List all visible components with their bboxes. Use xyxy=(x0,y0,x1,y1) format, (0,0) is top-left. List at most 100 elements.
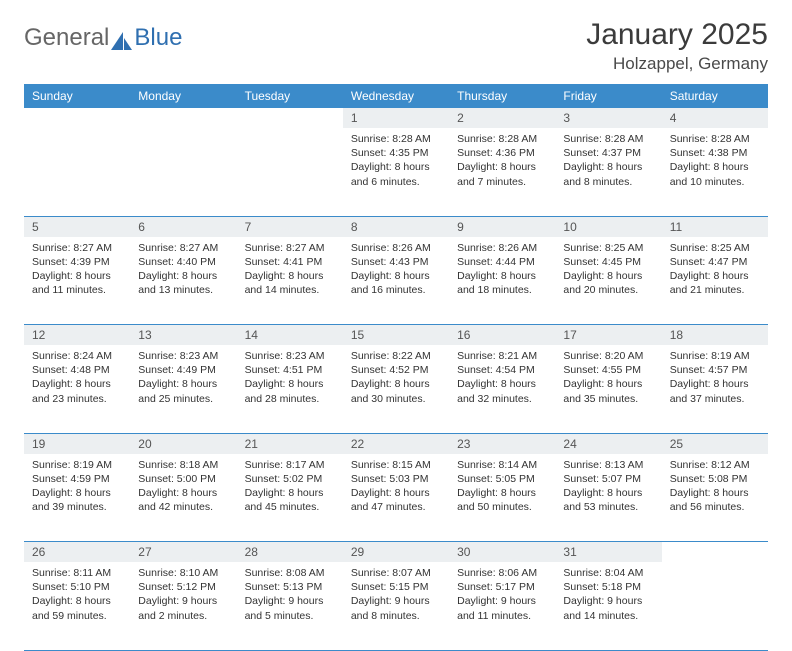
day-number: 10 xyxy=(555,217,661,237)
day-number: 26 xyxy=(24,542,130,562)
sunset-line: Sunset: 5:00 PM xyxy=(138,472,228,486)
day-header: Monday xyxy=(130,84,236,108)
daylight-line: Daylight: 8 hours and 45 minutes. xyxy=(245,486,335,514)
sunset-line: Sunset: 4:41 PM xyxy=(245,255,335,269)
sunrise-line: Sunrise: 8:10 AM xyxy=(138,566,228,580)
day-number-cell: 17 xyxy=(555,325,661,346)
day-number-cell: 12 xyxy=(24,325,130,346)
daylight-line: Daylight: 9 hours and 5 minutes. xyxy=(245,594,335,622)
day-number-cell: 24 xyxy=(555,433,661,454)
day-cell: Sunrise: 8:22 AMSunset: 4:52 PMDaylight:… xyxy=(343,345,449,433)
daylight-line: Daylight: 8 hours and 16 minutes. xyxy=(351,269,441,297)
day-number-cell: 30 xyxy=(449,542,555,563)
sunrise-line: Sunrise: 8:28 AM xyxy=(563,132,653,146)
day-cell: Sunrise: 8:23 AMSunset: 4:49 PMDaylight:… xyxy=(130,345,236,433)
day-cell: Sunrise: 8:28 AMSunset: 4:37 PMDaylight:… xyxy=(555,128,661,216)
day-number-cell: 20 xyxy=(130,433,236,454)
page-title: January 2025 xyxy=(586,18,768,52)
day-cell: Sunrise: 8:10 AMSunset: 5:12 PMDaylight:… xyxy=(130,562,236,650)
sunrise-line: Sunrise: 8:23 AM xyxy=(245,349,335,363)
logo-sail-icon xyxy=(111,29,133,47)
day-details: Sunrise: 8:04 AMSunset: 5:18 PMDaylight:… xyxy=(555,562,661,629)
day-header: Thursday xyxy=(449,84,555,108)
day-cell: Sunrise: 8:08 AMSunset: 5:13 PMDaylight:… xyxy=(237,562,343,650)
day-details: Sunrise: 8:22 AMSunset: 4:52 PMDaylight:… xyxy=(343,345,449,412)
sunrise-line: Sunrise: 8:18 AM xyxy=(138,458,228,472)
day-cell: Sunrise: 8:07 AMSunset: 5:15 PMDaylight:… xyxy=(343,562,449,650)
day-number: 28 xyxy=(237,542,343,562)
day-number xyxy=(24,108,130,128)
day-number-cell: 19 xyxy=(24,433,130,454)
daylight-line: Daylight: 8 hours and 56 minutes. xyxy=(670,486,760,514)
day-number: 9 xyxy=(449,217,555,237)
day-cell xyxy=(662,562,768,650)
day-cell: Sunrise: 8:19 AMSunset: 4:59 PMDaylight:… xyxy=(24,454,130,542)
day-details: Sunrise: 8:25 AMSunset: 4:45 PMDaylight:… xyxy=(555,237,661,304)
day-cell: Sunrise: 8:14 AMSunset: 5:05 PMDaylight:… xyxy=(449,454,555,542)
week-row: Sunrise: 8:19 AMSunset: 4:59 PMDaylight:… xyxy=(24,454,768,542)
day-cell: Sunrise: 8:21 AMSunset: 4:54 PMDaylight:… xyxy=(449,345,555,433)
day-number: 25 xyxy=(662,434,768,454)
daylight-line: Daylight: 8 hours and 20 minutes. xyxy=(563,269,653,297)
sunrise-line: Sunrise: 8:19 AM xyxy=(670,349,760,363)
daylight-line: Daylight: 8 hours and 32 minutes. xyxy=(457,377,547,405)
daylight-line: Daylight: 8 hours and 37 minutes. xyxy=(670,377,760,405)
week-daynum-row: 1234 xyxy=(24,108,768,128)
day-cell: Sunrise: 8:28 AMSunset: 4:35 PMDaylight:… xyxy=(343,128,449,216)
sunset-line: Sunset: 4:45 PM xyxy=(563,255,653,269)
day-cell: Sunrise: 8:23 AMSunset: 4:51 PMDaylight:… xyxy=(237,345,343,433)
day-number: 31 xyxy=(555,542,661,562)
day-cell: Sunrise: 8:25 AMSunset: 4:45 PMDaylight:… xyxy=(555,237,661,325)
sunset-line: Sunset: 4:36 PM xyxy=(457,146,547,160)
day-number: 20 xyxy=(130,434,236,454)
day-number: 27 xyxy=(130,542,236,562)
daylight-line: Daylight: 8 hours and 39 minutes. xyxy=(32,486,122,514)
sunset-line: Sunset: 4:40 PM xyxy=(138,255,228,269)
sunset-line: Sunset: 4:54 PM xyxy=(457,363,547,377)
day-number: 14 xyxy=(237,325,343,345)
day-number-cell: 16 xyxy=(449,325,555,346)
day-header: Tuesday xyxy=(237,84,343,108)
day-header: Saturday xyxy=(662,84,768,108)
logo-text-blue: Blue xyxy=(134,24,182,52)
daylight-line: Daylight: 8 hours and 53 minutes. xyxy=(563,486,653,514)
calendar-body: 1234Sunrise: 8:28 AMSunset: 4:35 PMDayli… xyxy=(24,108,768,650)
logo-text-general: General xyxy=(24,24,109,52)
sunset-line: Sunset: 5:08 PM xyxy=(670,472,760,486)
sunset-line: Sunset: 4:55 PM xyxy=(563,363,653,377)
day-number: 24 xyxy=(555,434,661,454)
day-details: Sunrise: 8:27 AMSunset: 4:40 PMDaylight:… xyxy=(130,237,236,304)
day-cell: Sunrise: 8:28 AMSunset: 4:38 PMDaylight:… xyxy=(662,128,768,216)
day-number: 17 xyxy=(555,325,661,345)
day-details: Sunrise: 8:28 AMSunset: 4:37 PMDaylight:… xyxy=(555,128,661,195)
sunrise-line: Sunrise: 8:27 AM xyxy=(32,241,122,255)
day-details: Sunrise: 8:11 AMSunset: 5:10 PMDaylight:… xyxy=(24,562,130,629)
day-details: Sunrise: 8:25 AMSunset: 4:47 PMDaylight:… xyxy=(662,237,768,304)
day-number-cell: 31 xyxy=(555,542,661,563)
day-number-cell: 23 xyxy=(449,433,555,454)
sunset-line: Sunset: 5:18 PM xyxy=(563,580,653,594)
daylight-line: Daylight: 8 hours and 18 minutes. xyxy=(457,269,547,297)
day-cell: Sunrise: 8:28 AMSunset: 4:36 PMDaylight:… xyxy=(449,128,555,216)
day-details: Sunrise: 8:15 AMSunset: 5:03 PMDaylight:… xyxy=(343,454,449,521)
day-number: 2 xyxy=(449,108,555,128)
sunrise-line: Sunrise: 8:26 AM xyxy=(351,241,441,255)
day-cell: Sunrise: 8:26 AMSunset: 4:43 PMDaylight:… xyxy=(343,237,449,325)
day-number-cell: 3 xyxy=(555,108,661,128)
daylight-line: Daylight: 8 hours and 35 minutes. xyxy=(563,377,653,405)
day-details: Sunrise: 8:26 AMSunset: 4:43 PMDaylight:… xyxy=(343,237,449,304)
sunrise-line: Sunrise: 8:11 AM xyxy=(32,566,122,580)
day-cell: Sunrise: 8:24 AMSunset: 4:48 PMDaylight:… xyxy=(24,345,130,433)
day-cell: Sunrise: 8:25 AMSunset: 4:47 PMDaylight:… xyxy=(662,237,768,325)
day-number: 30 xyxy=(449,542,555,562)
sunrise-line: Sunrise: 8:20 AM xyxy=(563,349,653,363)
day-details: Sunrise: 8:20 AMSunset: 4:55 PMDaylight:… xyxy=(555,345,661,412)
sunset-line: Sunset: 5:17 PM xyxy=(457,580,547,594)
daylight-line: Daylight: 8 hours and 30 minutes. xyxy=(351,377,441,405)
day-number-cell: 27 xyxy=(130,542,236,563)
day-number: 15 xyxy=(343,325,449,345)
sunset-line: Sunset: 5:10 PM xyxy=(32,580,122,594)
day-details: Sunrise: 8:26 AMSunset: 4:44 PMDaylight:… xyxy=(449,237,555,304)
day-number: 18 xyxy=(662,325,768,345)
day-details: Sunrise: 8:12 AMSunset: 5:08 PMDaylight:… xyxy=(662,454,768,521)
